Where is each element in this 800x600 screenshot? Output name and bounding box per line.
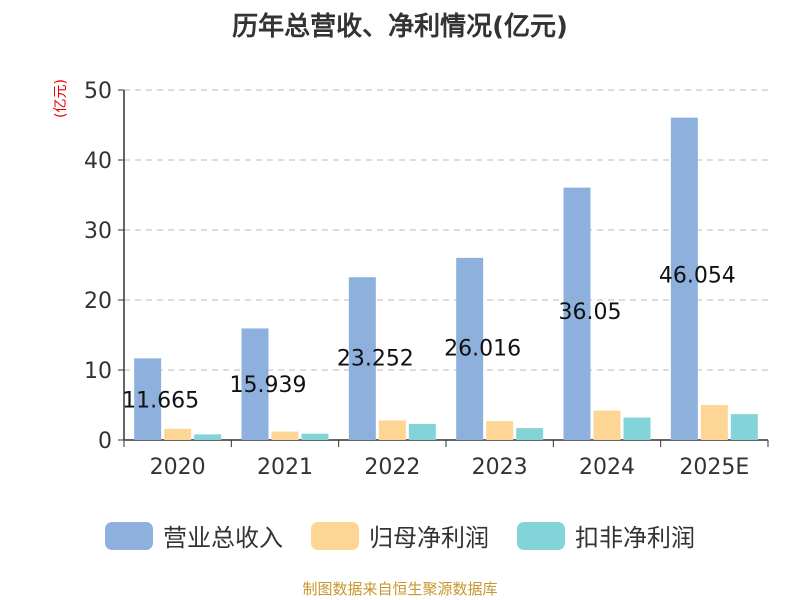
data-label: 23.252 xyxy=(337,346,414,371)
data-label: 46.054 xyxy=(659,263,736,288)
y-tick-label: 10 xyxy=(84,359,112,384)
x-tick-label: 2025E xyxy=(679,455,749,480)
y-tick-label: 20 xyxy=(84,289,112,314)
x-tick-label: 2024 xyxy=(579,455,635,480)
bar-deducted-profit xyxy=(623,417,651,440)
bar-revenue xyxy=(456,257,484,440)
data-label: 15.939 xyxy=(230,373,307,398)
legend-label-deducted-profit: 扣非净利润 xyxy=(575,524,695,552)
bar-revenue xyxy=(563,187,591,440)
legend-swatch-revenue xyxy=(105,521,153,550)
bar-net-profit xyxy=(593,410,621,440)
bar-deducted-profit xyxy=(730,414,758,440)
bar-revenue xyxy=(241,328,269,440)
y-tick-label: 50 xyxy=(84,79,112,104)
legend-label-revenue: 营业总收入 xyxy=(163,524,283,552)
bar-net-profit xyxy=(486,421,514,440)
x-tick-label: 2020 xyxy=(150,455,206,480)
x-tick-label: 2021 xyxy=(257,455,313,480)
bar-deducted-profit xyxy=(516,428,544,440)
legend-swatch-deducted-profit xyxy=(517,521,565,550)
chart-title: 历年总营收、净利情况(亿元) xyxy=(232,12,568,42)
bar-net-profit xyxy=(164,428,192,440)
bar-deducted-profit xyxy=(408,423,436,440)
bar-net-profit xyxy=(271,431,299,440)
bar-revenue xyxy=(670,117,698,440)
legend: 营业总收入 归母净利润 扣非净利润 xyxy=(0,518,800,553)
x-tick-label: 2022 xyxy=(364,455,420,480)
y-tick-label: 0 xyxy=(98,429,112,454)
y-tick-label: 40 xyxy=(84,149,112,174)
y-tick-label: 30 xyxy=(84,219,112,244)
bar-revenue xyxy=(134,358,162,440)
legend-swatch-net-profit xyxy=(311,521,359,550)
x-tick-label: 2023 xyxy=(472,455,528,480)
legend-label-net-profit: 归母净利润 xyxy=(369,524,489,552)
data-label: 36.05 xyxy=(559,300,622,325)
data-label: 26.016 xyxy=(444,336,521,361)
source-note: 制图数据来自恒生聚源数据库 xyxy=(302,580,498,598)
bar-net-profit xyxy=(378,420,406,440)
legend-item-net-profit[interactable]: 归母净利润 xyxy=(311,518,489,553)
data-label: 11.665 xyxy=(122,389,199,414)
legend-item-deducted-profit[interactable]: 扣非净利润 xyxy=(517,518,695,553)
bar-net-profit xyxy=(700,405,728,440)
bar-revenue xyxy=(348,277,376,440)
bar-deducted-profit xyxy=(194,434,222,440)
bar-deducted-profit xyxy=(301,433,329,440)
legend-item-revenue[interactable]: 营业总收入 xyxy=(105,518,283,553)
